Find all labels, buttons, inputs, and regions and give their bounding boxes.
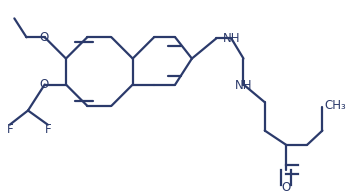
Text: O: O bbox=[281, 181, 291, 194]
Text: CH₃: CH₃ bbox=[324, 99, 346, 112]
Text: F: F bbox=[45, 123, 52, 136]
Text: O: O bbox=[39, 78, 49, 91]
Text: F: F bbox=[6, 123, 13, 136]
Text: NH: NH bbox=[222, 32, 240, 45]
Text: NH: NH bbox=[235, 79, 252, 92]
Text: O: O bbox=[39, 31, 49, 44]
